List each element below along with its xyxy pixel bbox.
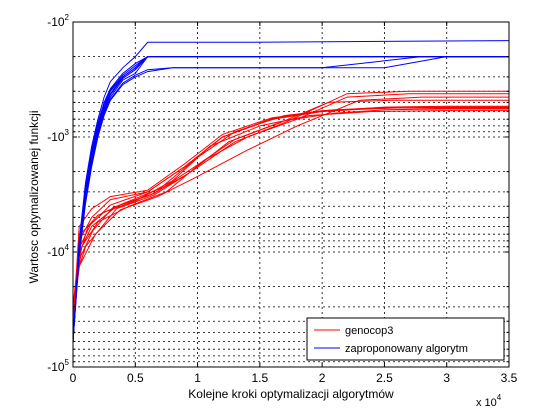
- x-tick-label: 2.5: [376, 371, 393, 385]
- series-line-genocop3: [72, 99, 509, 319]
- series-line-genocop3: [72, 110, 509, 342]
- legend-label-zaproponowany: zaproponowany algorytm: [345, 343, 468, 355]
- y-tick-label: -102: [47, 13, 69, 29]
- axes-box: [72, 21, 510, 368]
- series-line-zaproponowany: [72, 56, 509, 342]
- y-axis-label: Wartosc optymalizowanej funkcji: [27, 111, 41, 284]
- series-line-genocop3: [72, 90, 509, 333]
- x-tick-label: 3: [443, 371, 450, 385]
- y-tick-label: -105: [47, 358, 69, 374]
- tick-labels: 0 0.5 1 1.5 2 2.5 3 3.5-102-103-104-105: [47, 13, 517, 385]
- x-multiplier-base: x 10: [476, 397, 497, 409]
- series-layer: [72, 40, 510, 342]
- series-line-zaproponowany: [72, 40, 510, 342]
- y-tick-label: -104: [47, 243, 69, 259]
- legend-box: [306, 317, 505, 361]
- x-multiplier-label: x 104: [476, 393, 502, 409]
- y-tick-exp: 2: [65, 13, 70, 22]
- series-line-genocop3: [72, 96, 509, 338]
- series-line-genocop3: [72, 107, 509, 324]
- x-tick-label: 1: [194, 371, 201, 385]
- x-tick-label: 0.5: [127, 371, 144, 385]
- legend: genocop3 zaproponowany algorytm: [306, 317, 505, 361]
- ticks: [72, 21, 510, 367]
- y-tick-exp: 3: [65, 128, 70, 137]
- x-tick-label: 1.5: [252, 371, 269, 385]
- series-line-genocop3: [72, 93, 509, 315]
- x-tick-label: 0: [70, 371, 77, 385]
- y-tick-label: -103: [47, 128, 69, 144]
- y-tick-base: -10: [47, 245, 65, 259]
- y-tick-base: -10: [47, 130, 65, 144]
- y-tick-base: -10: [47, 360, 65, 374]
- y-tick-exp: 4: [65, 243, 70, 252]
- series-line-zaproponowany: [72, 56, 509, 342]
- legend-label-genocop3: genocop3: [345, 325, 393, 337]
- y-tick-base: -10: [47, 15, 65, 29]
- x-tick-label: 2: [319, 371, 326, 385]
- x-axis-label: Kolejne kroki optymalizacji algorytmów: [188, 387, 394, 401]
- y-tick-exp: 5: [65, 358, 70, 367]
- x-multiplier-exp: 4: [497, 393, 502, 402]
- x-tick-label: 3.5: [501, 371, 518, 385]
